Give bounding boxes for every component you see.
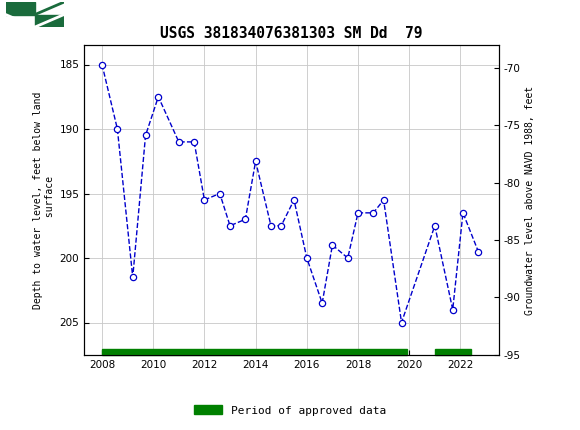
Text: USGS: USGS: [75, 7, 109, 21]
Bar: [35, 15, 64, 27]
Bar: [435, 349, 470, 355]
Y-axis label: Depth to water level, feet below land
 surface: Depth to water level, feet below land su…: [33, 91, 55, 309]
Bar: [102, 349, 407, 355]
Title: USGS 381834076381303 SM Dd  79: USGS 381834076381303 SM Dd 79: [160, 26, 423, 41]
Y-axis label: Groundwater level above NAVD 1988, feet: Groundwater level above NAVD 1988, feet: [525, 86, 535, 314]
Legend: Period of approved data: Period of approved data: [190, 401, 390, 420]
Bar: [6, 2, 35, 15]
